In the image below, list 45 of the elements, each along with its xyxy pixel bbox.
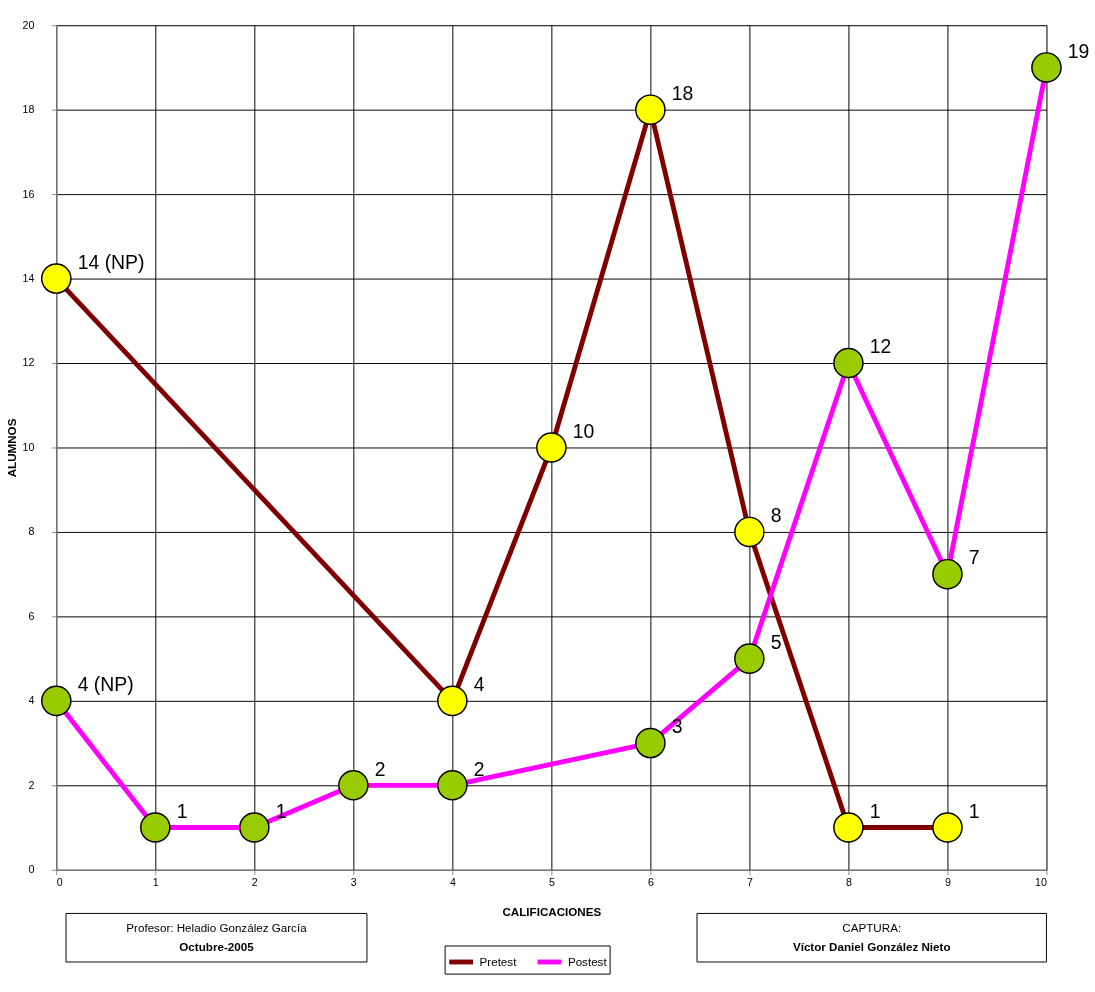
data-label: 2 [374,757,386,780]
legend-label: Pretest [479,954,518,968]
x-tick-label: 10 [1035,875,1048,888]
x-tick-label: 8 [845,875,852,888]
x-tick-label: 0 [56,875,63,888]
y-tick-label: 20 [22,18,35,31]
data-label: 2 [473,757,485,780]
x-tick-label: 3 [350,875,357,888]
x-axis-title: CALIFICACIONES [502,904,602,918]
y-tick-label: 8 [28,525,35,538]
data-label: 12 [869,335,892,358]
y-tick-label: 12 [22,356,35,369]
data-label: 14 (NP) [77,250,145,273]
data-label: 4 (NP) [77,673,134,696]
data-label: 4 [473,673,485,696]
y-tick-label: 18 [22,103,35,116]
x-tick-label: 2 [251,875,258,888]
data-label: 1 [869,799,881,822]
data-label: 8 [770,504,782,527]
y-tick-label: 16 [22,187,35,200]
text: Octubre-2005 [179,940,255,954]
data-label: 5 [770,630,782,653]
x-tick-label: 9 [944,875,951,888]
x-tick-label: 1 [152,875,159,888]
y-tick-label: 2 [28,778,35,791]
data-label: 19 [1067,39,1090,62]
x-tick-label: 6 [647,875,654,888]
data-label: 18 [671,81,694,104]
y-tick-label: 4 [28,694,35,707]
data-label: 1 [968,799,980,822]
text: Profesor: Heladio González García [126,920,308,934]
x-tick-label: 5 [548,875,555,888]
y-tick-label: 6 [28,609,35,622]
y-tick-label: 0 [28,863,35,876]
x-tick-label: 4 [449,875,456,888]
text: CAPTURA: [842,920,902,934]
data-label: 7 [968,546,980,569]
text: Víctor Daniel González Nieto [792,940,951,954]
y-tick-label: 14 [22,271,35,284]
y-tick-label: 10 [22,440,35,453]
data-label: 10 [572,419,595,442]
legend-label: Postest [567,954,608,968]
x-tick-label: 7 [746,875,753,888]
y-axis-title: ALUMNOS [4,418,18,478]
data-label: 1 [176,799,188,822]
